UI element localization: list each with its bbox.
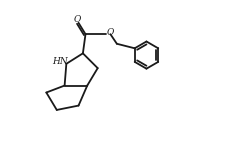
- Text: HN: HN: [52, 57, 67, 66]
- Text: O: O: [106, 28, 113, 37]
- Text: O: O: [74, 15, 81, 24]
